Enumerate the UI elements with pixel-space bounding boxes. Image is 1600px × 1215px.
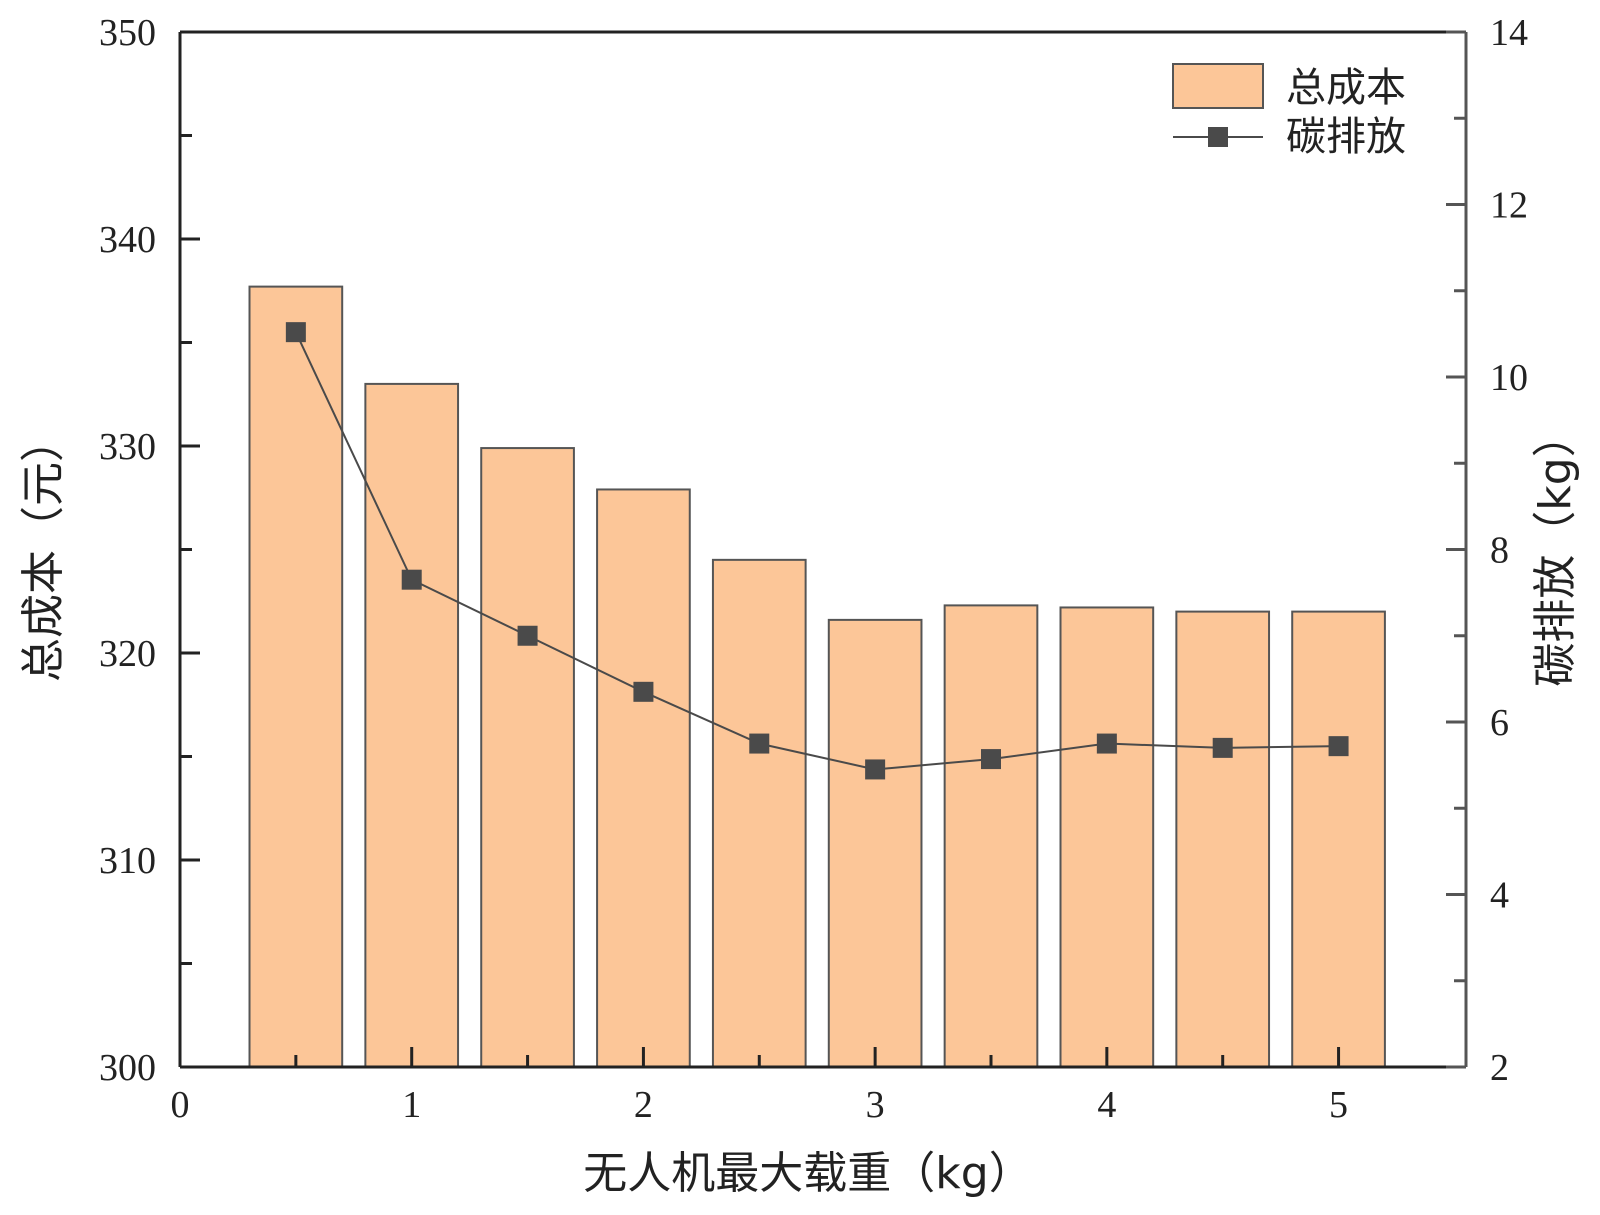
left-axis-title: 总成本（元） <box>18 418 69 682</box>
legend: 总成本 碳排放 <box>1172 63 1406 160</box>
bar-0 <box>248 285 344 1068</box>
x-tick-label-2: 2 <box>634 1084 653 1126</box>
bar-4 <box>711 558 807 1068</box>
left-tick-label-350: 350 <box>99 12 156 54</box>
line-point-5 <box>865 759 886 780</box>
left-tick-label-300: 300 <box>99 1047 156 1089</box>
right-tick-label-2: 2 <box>1490 1047 1509 1089</box>
bars-layer <box>248 285 1386 1069</box>
bar-5 <box>827 618 923 1068</box>
line-point-4 <box>749 733 770 754</box>
line-point-6 <box>980 749 1001 770</box>
legend-swatch-marker <box>1208 127 1228 147</box>
x-axis-title: 无人机最大载重（kg） <box>583 1148 1032 1199</box>
line-point-3 <box>633 681 654 702</box>
right-axis-title: 碳排放（kg） <box>1530 413 1581 686</box>
bar-9 <box>1291 610 1386 1068</box>
bar-7 <box>1059 606 1155 1069</box>
right-tick-label-8: 8 <box>1490 530 1509 572</box>
legend-label-line: 碳排放 <box>1286 114 1406 160</box>
right-tick-label-10: 10 <box>1490 357 1528 399</box>
right-tick-label-4: 4 <box>1490 875 1509 917</box>
x-tick-label-5: 5 <box>1329 1084 1348 1126</box>
x-tick-label-0: 0 <box>171 1084 190 1126</box>
left-tick-label-310: 310 <box>99 840 156 882</box>
right-tick-label-12: 12 <box>1490 185 1528 227</box>
x-tick-label-3: 3 <box>866 1084 885 1126</box>
right-tick-label-6: 6 <box>1490 702 1509 744</box>
left-tick-label-340: 340 <box>99 219 156 261</box>
line-layer <box>285 322 1349 780</box>
bar-8 <box>1175 610 1271 1068</box>
bar-2 <box>480 447 575 1068</box>
x-tick-label-4: 4 <box>1097 1084 1116 1126</box>
right-tick-label-14: 14 <box>1490 12 1528 54</box>
line-point-8 <box>1212 737 1233 758</box>
x-tick-label-1: 1 <box>402 1084 421 1126</box>
line-point-0 <box>285 322 306 343</box>
left-tick-label-320: 320 <box>99 633 156 675</box>
bar-1 <box>364 382 460 1068</box>
line-point-9 <box>1328 736 1349 757</box>
line-series <box>294 331 1339 771</box>
legend-swatch-bar <box>1172 63 1264 109</box>
line-point-7 <box>1096 733 1117 754</box>
legend-label-bar: 总成本 <box>1286 65 1406 111</box>
left-tick-label-330: 330 <box>99 426 156 468</box>
bar-3 <box>596 488 691 1069</box>
line-point-1 <box>401 569 422 590</box>
line-point-2 <box>517 625 538 646</box>
bar-6 <box>943 604 1039 1068</box>
